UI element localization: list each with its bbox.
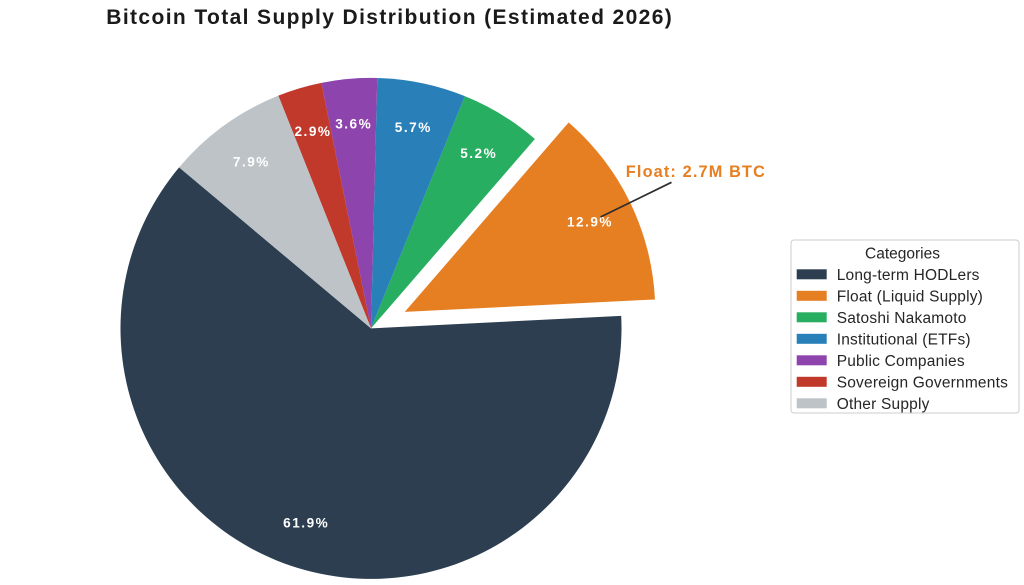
svg-text:Public Companies: Public Companies: [837, 353, 965, 370]
svg-text:2.9%: 2.9%: [295, 124, 332, 139]
svg-text:Satoshi Nakamoto: Satoshi Nakamoto: [837, 310, 967, 327]
svg-text:Long-term HODLers: Long-term HODLers: [837, 267, 980, 284]
svg-text:3.6%: 3.6%: [335, 117, 372, 132]
svg-text:5.2%: 5.2%: [460, 146, 497, 161]
svg-text:Float: 2.7M BTC: Float: 2.7M BTC: [626, 163, 766, 181]
svg-text:Float (Liquid Supply): Float (Liquid Supply): [837, 288, 983, 305]
svg-text:Bitcoin Total Supply Distribut: Bitcoin Total Supply Distribution (Estim…: [106, 6, 673, 29]
svg-text:Institutional (ETFs): Institutional (ETFs): [837, 331, 971, 348]
svg-text:Other Supply: Other Supply: [837, 396, 930, 413]
svg-text:7.9%: 7.9%: [233, 155, 270, 170]
svg-text:5.7%: 5.7%: [395, 120, 432, 135]
svg-text:Categories: Categories: [865, 246, 940, 263]
svg-text:Sovereign Governments: Sovereign Governments: [837, 374, 1008, 391]
svg-text:12.9%: 12.9%: [567, 215, 613, 230]
svg-text:61.9%: 61.9%: [283, 516, 329, 531]
